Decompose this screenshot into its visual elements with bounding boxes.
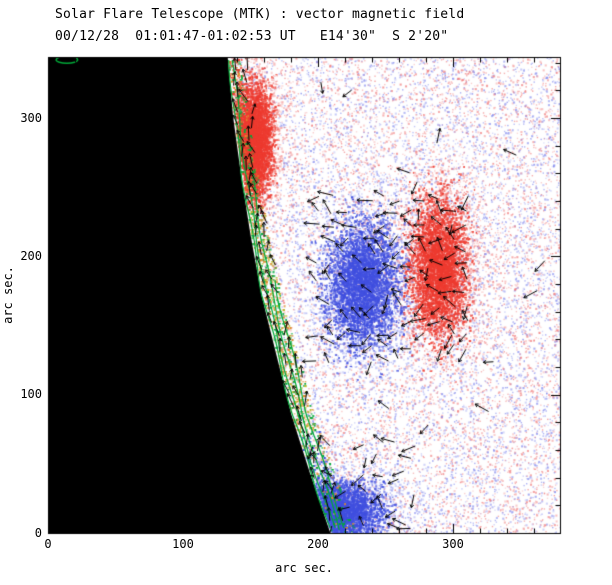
figure-subtitle: 00/12/28 01:01:47-01:02:53 UT E14'30" S … <box>55 29 449 44</box>
y-axis-title: arc sec. <box>1 266 15 324</box>
figure-title: Solar Flare Telescope (MTK) : vector mag… <box>55 7 465 22</box>
y-tick-label-200: 200 <box>20 249 42 263</box>
x-tick-label-100: 100 <box>172 537 194 551</box>
y-tick-label-100: 100 <box>20 387 42 401</box>
y-tick-label-300: 300 <box>20 111 42 125</box>
x-tick-label-200: 200 <box>307 537 329 551</box>
x-axis-title: arc sec. <box>275 561 333 575</box>
x-tick-label-300: 300 <box>442 537 464 551</box>
y-tick-label-0: 0 <box>34 526 42 540</box>
x-tick-label-0: 0 <box>44 537 52 551</box>
